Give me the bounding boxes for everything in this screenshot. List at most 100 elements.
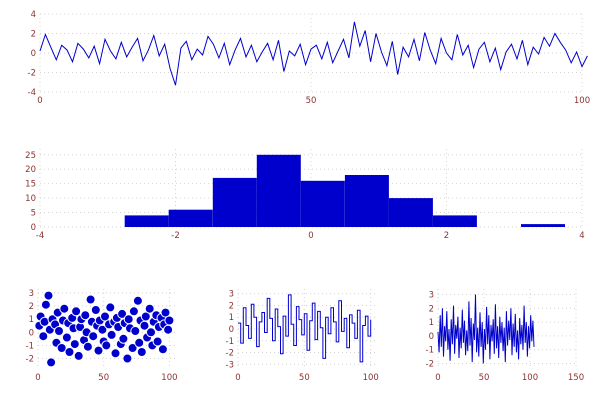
spikes-plot: 0 50 100 150 -2 -1 0 1 2 3 [426, 289, 584, 383]
y-tick-label: -4 [28, 88, 36, 98]
spike-chart: 0 50 100 150 -2 -1 0 1 2 3 [412, 283, 584, 385]
y-tick-label: -1 [26, 341, 34, 351]
y-tick-label: 3 [229, 290, 234, 300]
x-tick-label: 2 [444, 231, 449, 241]
y-tick-label: 2 [29, 302, 34, 312]
histogram-bar [212, 177, 257, 227]
timeseries-plot: 0 50 100 -4 -2 0 2 4 [28, 10, 590, 106]
spikes-series [437, 294, 535, 364]
scatter-point [88, 331, 99, 342]
histogram-bar [521, 224, 565, 227]
y-tick-label: 0 [29, 328, 34, 338]
scatter-point [85, 294, 96, 305]
step-plot: 0 50 100 -3-2 -1 0 1 23 [226, 289, 379, 383]
y-tick-label: 1 [229, 313, 234, 323]
scatter-point [152, 336, 163, 347]
y-tick-label: -2 [226, 349, 234, 359]
scatter-point [101, 340, 112, 351]
scatter-plot: 0 50 100 -2 -1 0 1 2 3 [26, 289, 178, 383]
y-tick-label: 5 [31, 209, 36, 219]
x-tick-label: 4 [579, 231, 584, 241]
x-tick-label: 100 [574, 96, 590, 106]
timeseries-series [39, 21, 588, 86]
y-tick-label: -2 [26, 355, 34, 365]
scatter-point [110, 348, 121, 359]
scatter-point [56, 343, 67, 353]
histogram-bar [124, 215, 169, 227]
scatter-point [132, 295, 143, 306]
y-tick-label: 3 [429, 291, 434, 301]
scatter-point [93, 345, 104, 356]
y-tick-label: 1 [429, 318, 434, 328]
scatter-point [136, 347, 147, 357]
y-tick-label: 15 [25, 180, 36, 190]
histogram-bar [432, 215, 477, 227]
scatter-point [128, 306, 139, 317]
y-tick-label: 2 [229, 301, 234, 311]
timeseries-chart: 0 50 100 -4 -2 0 2 4 [10, 8, 590, 108]
scatter-point [64, 347, 75, 357]
y-tick-label: 10 [25, 194, 36, 204]
y-tick-label: 3 [29, 289, 34, 299]
scatter-point [140, 311, 151, 322]
y-tick-label: -1 [226, 337, 234, 347]
scatter-point [97, 324, 108, 335]
scatter-point [80, 310, 91, 321]
y-tick-label: -1 [426, 346, 434, 356]
scatter-point [61, 332, 72, 343]
scatter-point [106, 329, 117, 340]
scatter-point [43, 290, 54, 301]
x-tick-label: 0 [37, 96, 42, 106]
scatter-point [123, 314, 134, 325]
y-tick-label: 2 [429, 304, 434, 314]
x-tick-label: 0 [235, 373, 240, 383]
scatter-point [134, 337, 145, 348]
scatter-point [38, 331, 49, 342]
histogram-bar [388, 198, 433, 227]
scatter-point [164, 315, 175, 326]
scatter-point [59, 303, 70, 314]
y-tick-label: 2 [31, 30, 36, 40]
scatter-point [69, 339, 80, 350]
y-tick-label: -3 [226, 360, 234, 370]
y-tick-label: 0 [229, 325, 234, 335]
scatter-point [157, 344, 168, 355]
scatter-point [130, 326, 141, 336]
scatter-point [73, 350, 84, 361]
scatter-point [46, 357, 57, 368]
scatter-point [118, 333, 129, 344]
histogram-bar [344, 175, 389, 227]
scatter-point [105, 302, 116, 313]
x-tick-label: 0 [435, 373, 440, 383]
scatter-point [90, 305, 101, 315]
x-tick-label: 150 [568, 373, 584, 383]
scatter-point [144, 303, 155, 314]
histogram-bar [300, 180, 345, 227]
x-tick-label: -2 [171, 231, 179, 241]
x-tick-label: 50 [479, 373, 490, 383]
x-tick-label: 100 [522, 373, 538, 383]
step-series [238, 294, 372, 363]
y-tick-label: -2 [28, 69, 36, 79]
x-tick-label: 50 [299, 373, 310, 383]
scatter-point [40, 299, 51, 310]
scatter-point [82, 341, 93, 352]
scatter-point [163, 324, 174, 335]
x-tick-label: 50 [306, 96, 317, 106]
x-tick-label: 0 [35, 373, 40, 383]
scatter-point [127, 343, 138, 353]
histogram-plot: -4 -2 0 2 4 0 5 10 15 20 25 [25, 149, 585, 241]
histogram-bar [256, 154, 301, 227]
x-tick-label: 100 [363, 373, 379, 383]
y-tick-label: 0 [31, 223, 36, 233]
y-tick-label: 1 [29, 315, 34, 325]
x-tick-label: 50 [98, 373, 109, 383]
x-tick-label: 0 [308, 231, 313, 241]
y-tick-label: 4 [31, 10, 36, 20]
x-tick-label: 100 [161, 373, 177, 383]
y-tick-label: 0 [31, 49, 36, 59]
histogram-bar [168, 209, 213, 227]
scatter-point [160, 307, 171, 318]
scatter-point [117, 308, 128, 319]
